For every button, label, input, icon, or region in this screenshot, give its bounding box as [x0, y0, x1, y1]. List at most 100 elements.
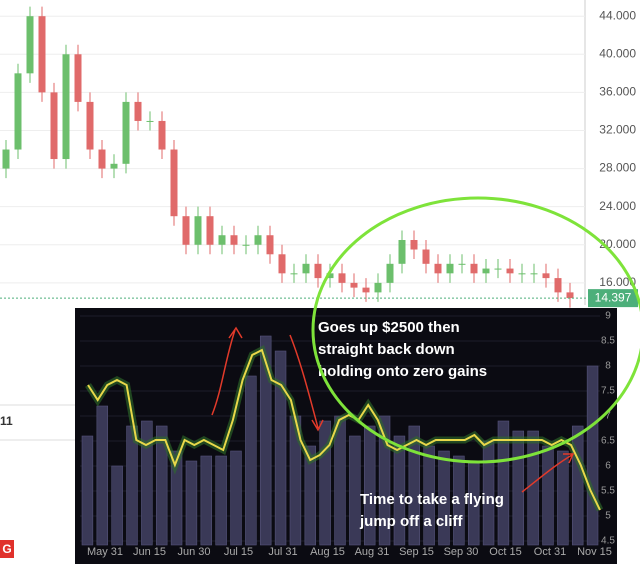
- bar: [245, 375, 257, 546]
- y-tick-label: 4.5: [601, 536, 615, 547]
- bar: [438, 450, 450, 546]
- candle-body: [422, 249, 430, 264]
- y-tick-label: 6.5: [601, 436, 615, 447]
- bar: [586, 365, 599, 546]
- highlight-circle: [311, 196, 640, 464]
- y-tick-label: 8.5: [601, 336, 615, 347]
- candle-body: [134, 101, 142, 121]
- y-tick-label: 7: [605, 411, 611, 422]
- candle-body: [434, 263, 442, 274]
- y-tick-label: 5.5: [601, 486, 615, 497]
- bar: [155, 425, 168, 546]
- logo-text: G: [2, 542, 11, 556]
- bar: [141, 420, 153, 546]
- bar: [81, 435, 94, 546]
- candle-body: [146, 120, 154, 122]
- candle-body: [410, 240, 418, 250]
- y-tick-label: 5: [605, 511, 611, 522]
- bar: [571, 425, 584, 546]
- y-tick-label: 32.000: [599, 123, 636, 137]
- y-tick-label: 8: [605, 361, 611, 372]
- y-tick-label: 6: [605, 461, 611, 472]
- x-tick-label: Aug 15: [310, 546, 345, 558]
- candle-body: [62, 54, 70, 160]
- x-tick-label: Jun 30: [177, 546, 210, 558]
- candle-body: [218, 235, 226, 245]
- inset-chart: 9 8.5 8 7.5 7 6.5 6 5.5 5 4.5 May 31 Jun 15 Jun 30 Ju…: [80, 311, 615, 558]
- y-tick-label: 44.000: [599, 8, 636, 22]
- y-tick-label: 24.000: [599, 199, 636, 213]
- candle-body: [98, 149, 106, 169]
- bar: [349, 435, 361, 546]
- bar: [512, 430, 525, 546]
- bar: [527, 430, 539, 546]
- bar: [557, 450, 569, 546]
- candle-body: [38, 16, 46, 93]
- x-tick-label: Oct 31: [534, 546, 566, 558]
- bar: [542, 445, 554, 546]
- candle-body: [494, 268, 502, 270]
- candle-body: [446, 263, 454, 274]
- candle-body: [338, 273, 346, 283]
- candle-body: [206, 216, 214, 245]
- x-tick-label: Jun 15: [133, 546, 166, 558]
- candle-body: [398, 240, 406, 264]
- line: [87, 348, 601, 511]
- left-label: 11: [0, 414, 13, 428]
- candle-body: [122, 101, 130, 164]
- candle-body: [566, 292, 574, 299]
- candle-body: [554, 278, 562, 293]
- annotation: straight back down: [318, 341, 455, 358]
- candle-body: [254, 235, 262, 245]
- y-tick-label: 28.000: [599, 161, 636, 175]
- y-tick-label: 16.000: [599, 275, 636, 289]
- candle-body: [158, 120, 166, 150]
- bar: [215, 455, 227, 546]
- bar: [230, 450, 242, 546]
- annotation: Time to take a flying: [360, 491, 504, 508]
- bar: [111, 465, 123, 546]
- candle-body: [2, 149, 10, 169]
- bar: [259, 335, 272, 546]
- annotation: holding onto zero gains: [318, 363, 487, 380]
- annotation: Goes up $2500 then: [318, 319, 460, 336]
- candle-body: [14, 73, 22, 150]
- candle-body: [542, 273, 550, 279]
- arrow: [289, 334, 324, 432]
- bar: [497, 420, 510, 546]
- candle-body: [170, 149, 178, 217]
- bar: [363, 425, 376, 546]
- bar: [96, 405, 109, 546]
- y-tick-label: 9: [605, 311, 611, 322]
- x-tick-label: Nov 15: [577, 546, 612, 558]
- bar: [378, 415, 391, 546]
- candle-body: [26, 16, 34, 74]
- y-tick-label: 36.000: [599, 85, 636, 99]
- bar: [393, 435, 406, 546]
- bar: [126, 425, 138, 546]
- candle-body: [242, 244, 250, 246]
- price-tag-label: 14.397: [595, 290, 632, 304]
- candle-body: [182, 216, 190, 245]
- x-tick-label: Oct 15: [489, 546, 521, 558]
- candle-body: [230, 235, 238, 245]
- arrow: [521, 453, 575, 493]
- candle-body: [110, 163, 118, 169]
- y-tick-label: 40.000: [599, 46, 636, 60]
- x-tick-label: Jul 15: [224, 546, 253, 558]
- candle-body: [362, 287, 370, 293]
- candle-body: [470, 263, 478, 274]
- candle-body: [374, 282, 382, 293]
- price-chart: 44.00040.00036.00032.00028.00024.00020.0…: [0, 6, 638, 308]
- candle-body: [50, 92, 58, 160]
- candle-body: [314, 263, 322, 279]
- candle-body: [194, 216, 202, 245]
- x-tick-label: Jul 31: [268, 546, 297, 558]
- bar: [319, 420, 331, 546]
- candle-body: [506, 268, 514, 274]
- candle-body: [326, 273, 334, 279]
- candle-body: [302, 263, 310, 274]
- bar: [453, 455, 465, 546]
- x-tick-label: May 31: [87, 546, 123, 558]
